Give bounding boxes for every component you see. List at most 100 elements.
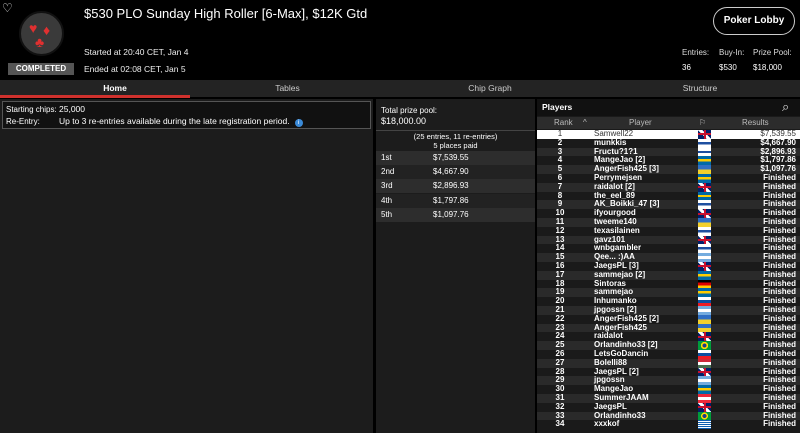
player-row[interactable]: 10 ifyourgood Finished (537, 208, 800, 218)
results-column-header[interactable]: Results (742, 118, 769, 127)
player-name: gavz101 (594, 234, 626, 244)
player-row[interactable]: 2 munkkis $4,667.90 (537, 138, 800, 148)
player-row[interactable]: 8 the_eel_89 Finished (537, 190, 800, 201)
tab-chip-graph[interactable]: Chip Graph (468, 83, 512, 93)
player-row[interactable]: 34 xxxkof Finished (537, 420, 800, 430)
player-name: the_eel_89 (594, 190, 635, 200)
total-prize-value: $18,000.00 (381, 116, 427, 126)
player-row[interactable]: 7 raidalot [2] Finished (537, 181, 800, 192)
player-row[interactable]: 20 Inhumanko Finished (537, 296, 800, 306)
sk-flag-icon (698, 297, 711, 306)
player-row[interactable]: 11 tweeme140 Finished (537, 217, 800, 227)
se-flag-icon (698, 288, 711, 298)
player-row[interactable]: 19 sammejao Finished (537, 287, 800, 298)
player-row[interactable]: 13 gavz101 Finished (537, 234, 800, 245)
player-row[interactable]: 15 Qee... :)AA Finished (537, 252, 800, 262)
flag-column-icon[interactable]: ⚐ (699, 118, 707, 127)
hu-flag-icon (698, 358, 711, 368)
player-row[interactable]: 32 JaegsPL Finished (537, 402, 800, 412)
player-row[interactable]: 31 SummerJAAM Finished (537, 393, 800, 403)
player-row[interactable]: 4 MangeJao [2] $1,797.86 (537, 155, 800, 166)
places-paid: 5 places paid (433, 141, 478, 150)
player-result: $1,797.86 (760, 155, 796, 165)
player-row[interactable]: 33 Orlandinho33 Finished (537, 411, 800, 421)
info-icon[interactable]: i (294, 119, 303, 127)
player-row[interactable]: 17 sammejao [2] Finished (537, 269, 800, 280)
player-row[interactable]: 28 JaegsPL [2] Finished (537, 367, 800, 377)
player-rank: 19 (555, 287, 565, 297)
tab-bar: Home Tables Chip Graph Structure (0, 80, 800, 97)
gr-flag-icon (698, 420, 711, 430)
player-name: Samwell22 (594, 129, 634, 138)
player-row[interactable]: 3 Fructu?1?1 $2,896.93 (537, 147, 800, 157)
player-row[interactable]: 22 AngerFish425 [2] Finished (537, 313, 800, 324)
ua-flag-icon (698, 323, 711, 333)
player-rank: 23 (555, 322, 565, 332)
player-result: $1,097.76 (760, 164, 796, 174)
favorite-heart-icon[interactable]: ♡ (2, 1, 13, 15)
poker-lobby-button[interactable]: Poker Lobby (713, 7, 795, 35)
prize-row: 4th $1,797.86 (376, 193, 535, 208)
tab-tables[interactable]: Tables (275, 83, 300, 93)
player-result: Finished (763, 269, 796, 279)
prize-amount: $2,896.93 (433, 181, 469, 191)
player-row[interactable]: 27 Bolelli88 Finished (537, 357, 800, 368)
player-row[interactable]: 29 jpgossn Finished (537, 376, 800, 386)
player-name: AngerFish425 [2] (594, 313, 659, 323)
player-row[interactable]: 18 Sintoras Finished (537, 279, 800, 289)
player-name: MangeJao [2] (594, 155, 646, 165)
gb-flag-icon (698, 367, 711, 377)
player-row[interactable]: 16 JaegsPL [3] Finished (537, 261, 800, 271)
player-row[interactable]: 1 Samwell22 $7,539.55 (537, 129, 800, 139)
club-suit-icon: ♣ (35, 34, 45, 50)
player-result: Finished (763, 349, 796, 358)
ar-flag-icon (698, 376, 711, 386)
prize-panel: Total prize pool: $18,000.00 (25 entries… (376, 99, 535, 433)
player-name: Bolelli88 (594, 357, 627, 367)
player-name: Qee... :)AA (594, 252, 635, 262)
player-row[interactable]: 14 wnbgambler Finished (537, 243, 800, 254)
player-rank: 10 (555, 208, 565, 218)
player-rank: 12 (555, 225, 565, 235)
player-name: tweeme140 (594, 217, 637, 226)
player-row[interactable]: 25 Orlandinho33 [2] Finished (537, 340, 800, 350)
tab-home[interactable]: Home (103, 83, 127, 93)
player-row[interactable]: 26 LetsGoDancin Finished (537, 349, 800, 359)
gb-flag-icon (698, 235, 711, 245)
player-row[interactable]: 30 MangeJao Finished (537, 384, 800, 394)
player-name: AngerFish425 [3] (594, 164, 659, 174)
player-column-header[interactable]: Player (629, 118, 652, 127)
player-rank: 21 (555, 305, 565, 314)
rank-column-header[interactable]: Rank (554, 118, 573, 127)
player-result: Finished (763, 296, 796, 306)
active-tab-indicator (0, 95, 190, 98)
player-row[interactable]: 21 jpgossn [2] Finished (537, 305, 800, 315)
player-row[interactable]: 6 Perrymejsen Finished (537, 173, 800, 183)
prize-pool-label: Prize Pool: (753, 48, 792, 57)
player-row[interactable]: 12 texasilainen Finished (537, 225, 800, 236)
player-name: LetsGoDancin (594, 349, 649, 358)
prize-place: 5th (381, 209, 393, 219)
ua-flag-icon (698, 314, 711, 324)
tab-structure[interactable]: Structure (682, 83, 718, 93)
gb-flag-icon (698, 182, 711, 192)
prize-place: 2nd (381, 167, 395, 177)
player-result: Finished (763, 181, 796, 191)
starting-chips-label: Starting chips: (6, 105, 57, 114)
player-row[interactable]: 23 AngerFish425 Finished (537, 322, 800, 333)
player-name: AK_Boikki_47 [3] (594, 199, 660, 209)
player-row[interactable]: 5 AngerFish425 [3] $1,097.76 (537, 164, 800, 174)
player-row[interactable]: 24 raidalot Finished (537, 332, 800, 342)
player-rank: 25 (555, 340, 565, 350)
player-result: Finished (763, 322, 796, 332)
player-rank: 30 (555, 384, 565, 394)
search-icon[interactable]: ⌕ (782, 99, 790, 114)
player-name: raidalot [2] (594, 181, 635, 191)
player-result: Finished (763, 243, 796, 253)
player-result: Finished (763, 287, 796, 297)
player-rank: 20 (555, 296, 565, 306)
sort-ascending-icon[interactable]: ^ (583, 118, 587, 127)
prize-place: 1st (381, 153, 392, 162)
se-flag-icon (698, 270, 711, 280)
player-row[interactable]: 9 AK_Boikki_47 [3] Finished (537, 199, 800, 210)
